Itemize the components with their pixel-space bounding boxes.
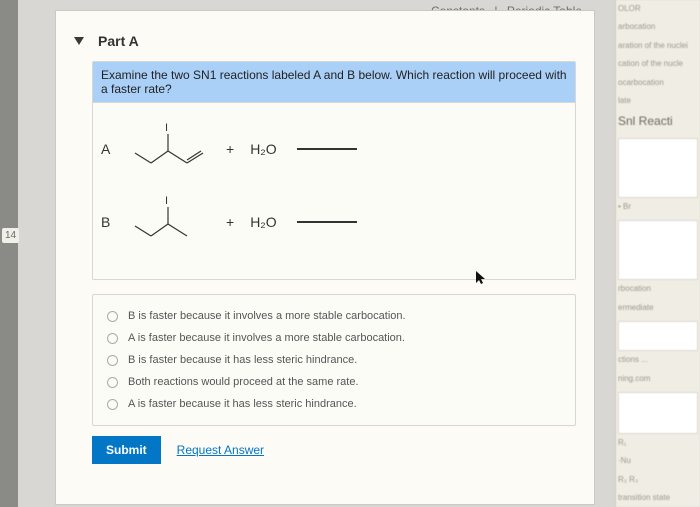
radio-icon[interactable] [107,355,118,366]
reaction-b-label: B [101,214,119,230]
answer-text: B is faster because it involves a more s… [128,310,406,322]
right-preview-strip: OLOR arbocation aration of the nuclei ca… [615,0,700,507]
reaction-b-row: B I + H₂O [101,194,567,249]
answer-option[interactable]: A is faster because it has less steric h… [107,393,561,415]
part-header[interactable]: Part A [56,11,594,61]
answer-text: A is faster because it has less steric h… [128,398,357,410]
right-tions: ctions ... [618,355,698,365]
answer-option[interactable]: Both reactions would proceed at the same… [107,371,561,393]
right-snippet: late [618,96,698,106]
answer-option[interactable]: B is faster because it involves a more s… [107,305,561,327]
answer-option[interactable]: A is faster because it involves a more s… [107,327,561,349]
right-mid1: rbocation [618,284,698,294]
question-box: Examine the two SN1 reactions labeled A … [92,61,576,280]
right-mid2: ermediate [618,303,698,313]
radio-icon[interactable] [107,333,118,344]
actions-row: Submit Request Answer [92,436,576,464]
plus-b: + [224,214,236,230]
right-nu: ·Nu [618,456,698,466]
thumbnail-icon [618,392,698,434]
right-br: • Br [618,202,698,212]
right-snippet: arbocation [618,22,698,32]
right-r2: R₂ R₃ [618,475,698,485]
thumbnail-icon [618,138,698,198]
answer-text: Both reactions would proceed at the same… [128,376,359,388]
request-answer-link[interactable]: Request Answer [177,443,264,457]
part-label: Part A [98,33,139,49]
radio-icon[interactable] [107,399,118,410]
right-trans: transition state [618,493,698,503]
plus-a: + [224,141,236,157]
reagent-b: H₂O [246,214,280,230]
answer-text: A is faster because it involves a more s… [128,332,405,344]
svg-text:I: I [165,195,168,207]
submit-button[interactable]: Submit [92,436,161,464]
radio-icon[interactable] [107,311,118,322]
molecule-b-icon: I [129,194,214,249]
question-text: Examine the two SN1 reactions labeled A … [93,62,575,103]
right-ning: ning.com [618,374,698,384]
thumbnail-icon [618,321,698,351]
right-snippet: cation of the nucle [618,59,698,69]
main-card: Part A Examine the two SN1 reactions lab… [55,10,595,505]
arrow-a-icon [297,148,357,150]
radio-icon[interactable] [107,377,118,388]
answer-option[interactable]: B is faster because it has less steric h… [107,349,561,371]
right-r1: R₁ [618,438,698,448]
reagent-a: H₂O [246,141,280,157]
molecule-a-icon: I [129,121,214,176]
thumbnail-icon [618,220,698,280]
mouse-cursor-icon [476,271,486,288]
answers-box: B is faster because it involves a more s… [92,294,576,426]
reaction-a-label: A [101,141,119,157]
collapse-triangle-icon[interactable] [74,37,84,45]
reactions-area: A I + H₂O B I [93,103,575,279]
answer-text: B is faster because it has less steric h… [128,354,357,366]
svg-text:I: I [165,122,168,134]
left-sidebar [0,0,18,507]
right-snippet: ocarbocation [618,78,698,88]
arrow-b-icon [297,221,357,223]
right-snippet: aration of the nuclei [618,41,698,51]
right-snippet: OLOR [618,4,698,14]
reaction-a-row: A I + H₂O [101,121,567,176]
page-number-badge: 14 [2,228,19,243]
right-title: Snl Reacti [618,114,698,130]
